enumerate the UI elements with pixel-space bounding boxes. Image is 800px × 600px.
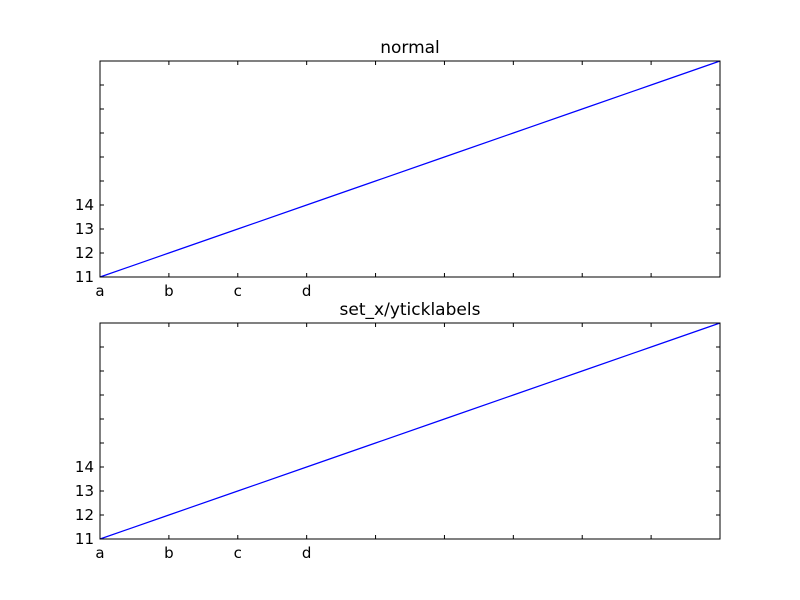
axes-frame <box>99 60 721 278</box>
y-tick-label: 12 <box>75 506 94 524</box>
x-tick-label: b <box>164 544 174 562</box>
data-line <box>99 60 721 278</box>
x-tick-label: a <box>95 282 104 300</box>
y-tick-label: 13 <box>75 482 94 500</box>
x-tick-label: d <box>302 544 312 562</box>
chart-title: set_x/yticklabels <box>340 300 481 320</box>
axes-frame <box>99 322 721 540</box>
x-tick-label: c <box>234 544 242 562</box>
chart-title: normal <box>380 38 440 58</box>
x-tick-label: c <box>234 282 242 300</box>
y-tick-label: 13 <box>75 220 94 238</box>
y-tick-label: 11 <box>75 530 94 548</box>
y-tick-label: 12 <box>75 244 94 262</box>
x-tick-label: a <box>95 544 104 562</box>
data-line <box>99 322 721 540</box>
y-tick-label: 11 <box>75 268 94 286</box>
y-tick-label: 14 <box>75 196 94 214</box>
x-tick-label: b <box>164 282 174 300</box>
x-tick-label: d <box>302 282 312 300</box>
y-tick-label: 14 <box>75 458 94 476</box>
